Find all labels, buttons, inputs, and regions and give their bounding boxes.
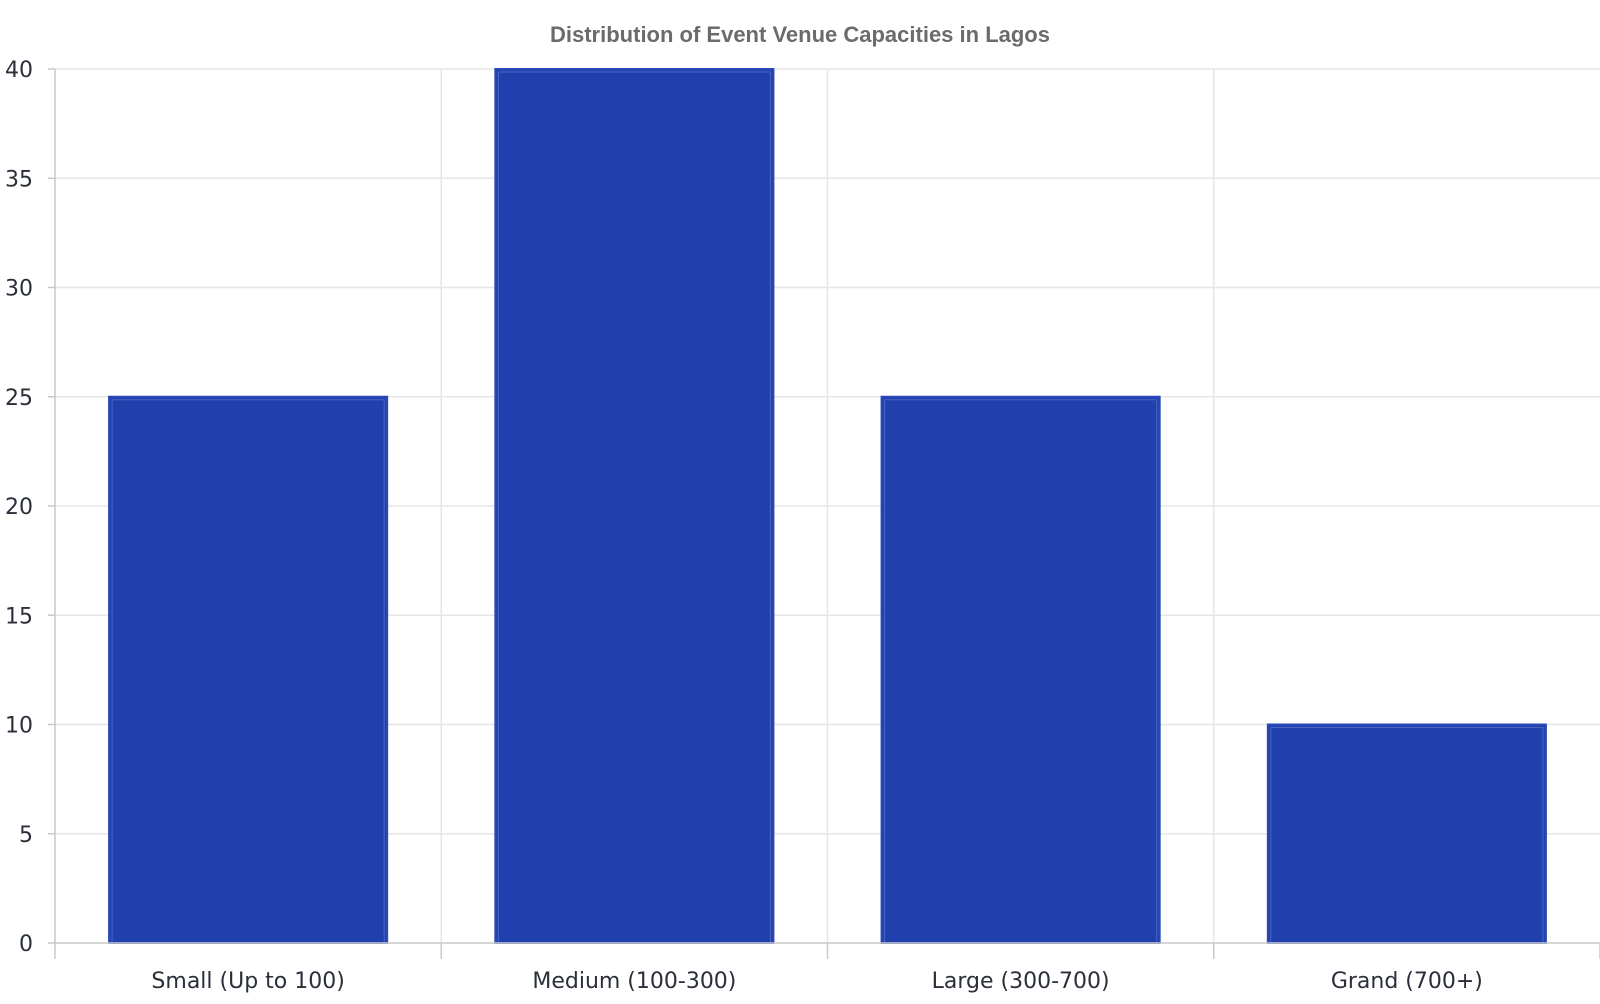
bar bbox=[882, 397, 1160, 943]
x-category-label: Large (300-700) bbox=[932, 969, 1110, 994]
bar bbox=[495, 69, 773, 943]
y-tick-label: 5 bbox=[19, 823, 33, 848]
x-category-label: Small (Up to 100) bbox=[151, 969, 344, 994]
y-tick-label: 25 bbox=[5, 386, 33, 411]
y-tick-label: 35 bbox=[5, 167, 33, 192]
x-category-label: Grand (700+) bbox=[1331, 969, 1483, 994]
y-tick-label: 40 bbox=[5, 58, 33, 83]
y-tick-label: 15 bbox=[5, 604, 33, 629]
y-tick-label: 30 bbox=[5, 277, 33, 302]
bar bbox=[1268, 725, 1546, 944]
y-tick-label: 20 bbox=[5, 495, 33, 520]
y-tick-label: 0 bbox=[19, 932, 33, 957]
x-category-label: Medium (100-300) bbox=[532, 969, 736, 994]
chart-title: Distribution of Event Venue Capacities i… bbox=[550, 22, 1050, 47]
bar bbox=[109, 397, 387, 943]
y-tick-label: 10 bbox=[5, 714, 33, 739]
